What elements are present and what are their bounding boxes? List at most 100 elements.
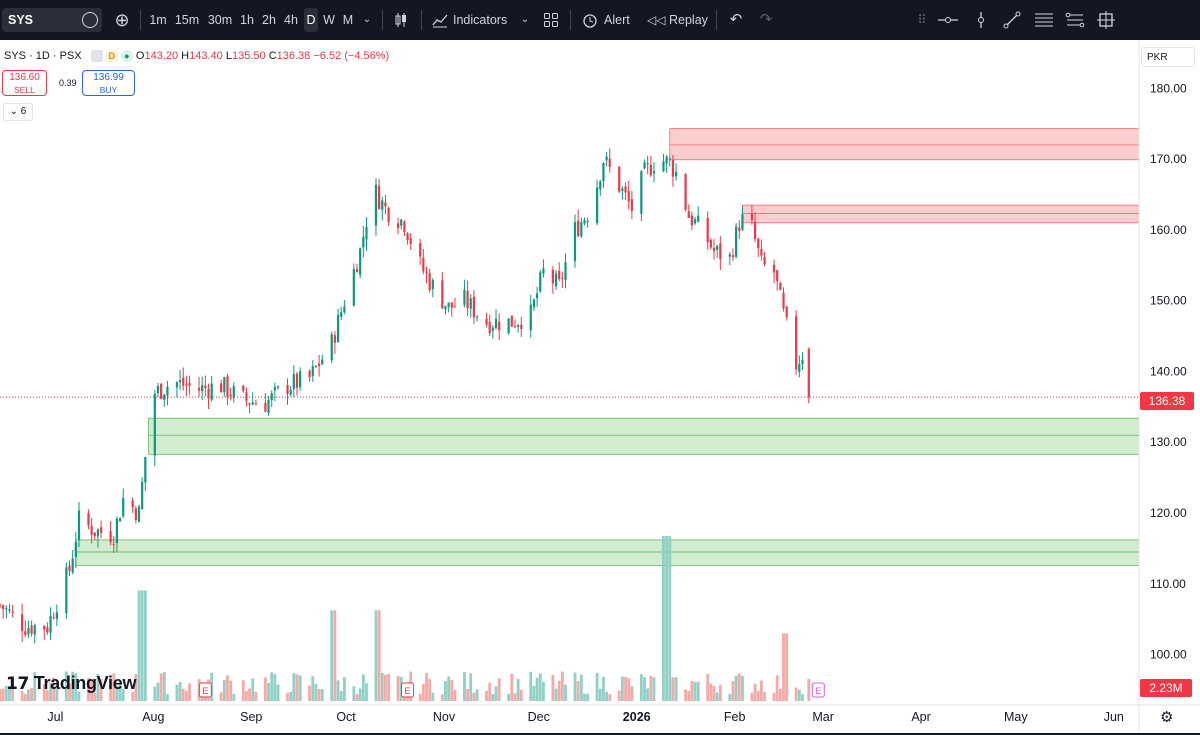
chart-canvas[interactable]: E E E 180.00 170.00 160.00 150.00 140.00 130.00… (0, 40, 1200, 735)
top-toolbar: SYS ⊕ 1m 15m 30m 1h 2h 4h D W M ⌄ Indica… (0, 0, 1200, 40)
volume-bar (760, 680, 763, 701)
timeframe-1m[interactable]: 1m (149, 13, 167, 27)
volume-bar (71, 671, 75, 701)
volume-bar (314, 683, 318, 701)
candle-body (716, 245, 719, 250)
candle-body (406, 233, 409, 241)
volume-bar (564, 684, 567, 701)
legend-high-label: H (181, 50, 190, 62)
candle-body (223, 377, 226, 393)
symbol-search[interactable]: SYS (2, 8, 102, 32)
candle-body (517, 325, 520, 328)
candle-body (735, 226, 738, 257)
price-chart[interactable]: E E E 180.00 170.00 160.00 150.00 140.00 130.00… (0, 40, 1200, 735)
candle-body (254, 403, 258, 405)
legend-high: 143.40 (189, 50, 223, 62)
volume-bar (377, 610, 381, 701)
candle-body (333, 335, 336, 343)
candle-body (409, 238, 412, 245)
volume-bar (270, 672, 274, 701)
volume-bar (782, 633, 785, 701)
trend-line-icon[interactable] (1001, 8, 1023, 32)
chart-type-candles-icon[interactable] (390, 8, 412, 32)
tradingview-logo[interactable]: 𝟭𝟳 TradingView (6, 673, 136, 694)
candle-body (425, 271, 428, 274)
volume-bar (646, 688, 650, 701)
candle-body (188, 382, 191, 386)
volume-bar (785, 633, 789, 701)
timeframe-2h[interactable]: 2h (262, 13, 276, 27)
legend-low-label: L (225, 50, 232, 62)
volume-bar (4, 685, 8, 701)
horizontal-ray-icon[interactable] (935, 8, 961, 32)
indicators-collapse-toggle[interactable]: ⌄ 6 (3, 103, 33, 121)
candle-body (311, 366, 314, 376)
timeframe-w[interactable]: W (323, 13, 335, 27)
visibility-eye-icon[interactable] (90, 50, 103, 63)
vertical-line-icon[interactable] (970, 8, 992, 32)
candle-body (662, 161, 665, 172)
currency-selector[interactable]: PKR (1141, 47, 1195, 67)
candle-body (542, 268, 545, 274)
layouts-grid-icon[interactable] (541, 8, 561, 32)
timeframe-1h[interactable]: 1h (240, 13, 254, 27)
replay-rewind-icon[interactable]: ◁◁ (647, 13, 666, 27)
candle-body (807, 348, 810, 398)
timeframe-4h[interactable]: 4h (284, 13, 298, 27)
volume-bar (273, 674, 277, 701)
volume-bar (131, 692, 135, 701)
volume-bar (358, 688, 362, 701)
candle-body (242, 385, 245, 391)
redo-icon[interactable]: ↷ (759, 11, 773, 28)
candle-body (577, 220, 580, 236)
volume-bar (643, 677, 646, 701)
replay-button[interactable]: Replay (669, 13, 708, 27)
volume-bar (598, 688, 602, 701)
volume-bar (311, 676, 315, 701)
chevron-down-icon[interactable]: ⌄ (520, 14, 530, 25)
compare-add-icon[interactable]: ⊕ (114, 10, 130, 30)
fib-retracement-icon[interactable] (1032, 8, 1056, 32)
volume-bar (542, 682, 545, 701)
indicators-icon[interactable] (430, 8, 450, 32)
legend-open-label: O (135, 50, 145, 62)
sell-button[interactable]: 136.60 SELL (2, 70, 47, 96)
volume-bar (665, 536, 669, 701)
drag-handle-icon[interactable]: ⠿ (917, 13, 927, 27)
alert-button[interactable]: Alert (604, 13, 630, 27)
buy-label: BUY (99, 85, 118, 95)
candle-body (141, 481, 144, 509)
alert-clock-icon[interactable] (580, 8, 600, 32)
timeframe-30m[interactable]: 30m (207, 13, 233, 27)
volume-bar (605, 691, 608, 701)
volume-bar (87, 677, 90, 701)
volume-bar (731, 680, 735, 701)
indicators-button[interactable]: Indicators (453, 13, 508, 27)
timeframe-d[interactable]: D (304, 8, 318, 32)
candle-body (27, 628, 30, 635)
undo-icon[interactable]: ↶ (729, 11, 743, 28)
buy-button[interactable]: 136.99 BUY (82, 70, 135, 96)
earnings-marker-letter: E (404, 686, 410, 697)
volume-bar (425, 672, 428, 701)
candle-body (750, 214, 754, 221)
timeframe-15m[interactable]: 15m (174, 13, 200, 27)
volume-bar (728, 694, 732, 701)
volume-bar (121, 689, 125, 701)
candle-body (163, 394, 166, 400)
volume-bar (64, 671, 68, 701)
candle-body (507, 318, 510, 333)
candle-body (419, 243, 422, 257)
volume-bar (497, 678, 501, 701)
candle-body (362, 236, 365, 248)
volume-bar (387, 673, 390, 701)
rectangle-tool-icon[interactable] (1095, 8, 1117, 32)
spread-value: 0.39 (59, 78, 77, 88)
candle-body (779, 283, 782, 290)
parallel-channel-icon[interactable] (1063, 8, 1087, 32)
volume-bar (602, 676, 605, 701)
timeframe-m[interactable]: M (342, 13, 354, 27)
volume-bar (741, 675, 744, 701)
chevron-down-icon[interactable]: ⌄ (362, 14, 372, 25)
gear-icon[interactable]: ⚙ (1160, 709, 1174, 726)
